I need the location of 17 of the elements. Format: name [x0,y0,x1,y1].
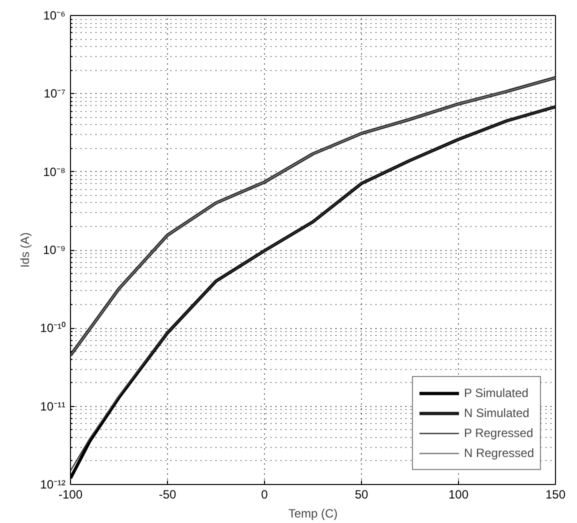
legend-label: P Regressed [464,426,534,440]
legend-label: P Simulated [464,386,528,400]
x-tick-label: -50 [158,488,176,502]
y-axis-title: Ids (A) [18,232,32,268]
y-tick-label: 10⁻¹⁰ [40,321,66,336]
y-tick-label: 10⁻⁷ [44,86,66,101]
x-tick-label: 0 [261,488,268,502]
legend-label: N Regressed [464,446,534,460]
y-tick-label: 10⁻⁶ [43,8,66,22]
legend-label: N Simulated [464,406,530,420]
x-tick-label: 150 [545,488,566,502]
x-tick-label: 100 [448,488,469,502]
y-tick-label: 10⁻⁸ [43,164,66,179]
y-tick-label: 10⁻⁹ [43,243,66,257]
x-axis-title: Temp (C) [288,506,338,520]
y-tick-label: 10⁻¹¹ [40,399,66,414]
x-tick-label: 50 [354,488,368,502]
